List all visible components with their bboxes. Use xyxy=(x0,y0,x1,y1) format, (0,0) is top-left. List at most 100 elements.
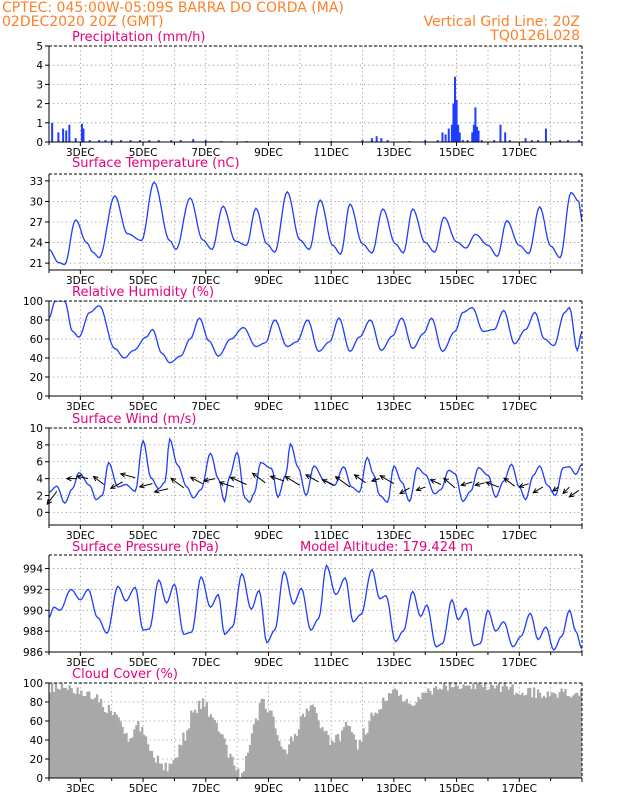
cloud-cover-bar xyxy=(321,726,324,778)
cloud-cover-bar xyxy=(62,687,65,778)
x-tick-label: 5DEC xyxy=(129,657,158,669)
x-tick-label: 13DEC xyxy=(376,147,411,159)
wind-vector-arrowhead xyxy=(189,476,196,482)
precipitation-bar xyxy=(499,124,502,142)
y-tick-label: 100 xyxy=(23,296,43,308)
wind-vector-arrow xyxy=(380,475,395,485)
y-tick-label: 100 xyxy=(23,678,43,690)
cloud-cover-bar xyxy=(274,728,277,778)
wind-vector-arrow xyxy=(230,476,247,485)
wind-vector-arrowhead xyxy=(334,475,341,482)
header-model-id: TQ0126L028 xyxy=(489,28,580,44)
precipitation-bar xyxy=(62,128,65,142)
cloud-cover-bar xyxy=(337,733,340,778)
y-tick-label: 10 xyxy=(30,423,43,435)
cloud-cover-bar xyxy=(339,741,342,778)
y-tick-label: 20 xyxy=(30,372,43,384)
y-tick-label: 33 xyxy=(30,176,43,188)
y-tick-label: 24 xyxy=(30,238,44,250)
precipitation-bar xyxy=(524,138,527,142)
cloud-cover-bar xyxy=(133,729,136,778)
precipitation-bar xyxy=(424,140,427,142)
wind-vector-arrow xyxy=(305,474,319,483)
cloud-cover-bar xyxy=(231,756,234,778)
x-tick-label: 7DEC xyxy=(191,401,220,413)
precipitation-bar xyxy=(120,140,123,142)
cloud-cover-bar xyxy=(154,762,158,778)
cloud-cover-bar xyxy=(90,698,93,778)
wind-vector-arrowhead xyxy=(218,481,225,487)
cloud-cover-bar xyxy=(564,689,567,778)
cloud-cover-bar xyxy=(364,734,367,778)
cloud-cover-bar xyxy=(156,755,160,778)
wind-vector-arrowhead xyxy=(65,475,72,482)
precipitation-bar xyxy=(566,140,569,142)
cloud-cover-bar xyxy=(515,692,518,778)
cloud-cover-bar xyxy=(72,692,75,778)
wind-vector-arrowhead xyxy=(153,488,160,494)
cloud-cover-bar xyxy=(252,724,256,778)
y-tick-label: 986 xyxy=(23,647,43,659)
cloud-cover-bar xyxy=(519,695,522,778)
wind-vector-arrowhead xyxy=(138,483,145,489)
cloud-cover-bar xyxy=(525,694,528,778)
cloud-cover-bar xyxy=(536,689,540,778)
precipitation-bar xyxy=(458,132,461,142)
cloud-cover-bar xyxy=(374,712,377,778)
cloud-cover-bar xyxy=(49,692,52,778)
cloud-cover-bar xyxy=(229,753,232,778)
precipitation-title: Precipitation (mm/h) xyxy=(72,30,205,45)
cloud-cover-bar xyxy=(456,685,459,778)
cloud-cover-panel: Cloud Cover (%) 0 20 40 60 80 100 3DEC 5DEC 7DEC… xyxy=(23,667,583,795)
wind-vector-arrowhead xyxy=(379,475,386,481)
cloud-cover-bar xyxy=(480,684,483,778)
cloud-cover-bar xyxy=(88,691,91,778)
cloud-cover-bar xyxy=(256,720,259,778)
cloud-cover-bar xyxy=(403,701,406,778)
x-tick-label: 9DEC xyxy=(254,530,283,542)
wind-vector-arrow xyxy=(532,486,544,494)
cloud-cover-bar xyxy=(533,687,536,778)
cloud-cover-bar xyxy=(568,696,571,778)
cloud-cover-bar xyxy=(56,688,60,778)
cloud-cover-bar xyxy=(505,686,508,778)
cloud-cover-bar xyxy=(556,697,559,778)
cloud-cover-bar xyxy=(436,689,440,778)
pressure-panel: Surface Pressure (hPa) Model Altitude: 1… xyxy=(23,540,583,669)
cloud-cover-bar xyxy=(431,694,434,778)
y-tick-label: 4 xyxy=(36,474,43,486)
cloud-cover-bar xyxy=(280,746,283,778)
cloud-cover-bar xyxy=(538,692,542,778)
precipitation-bar xyxy=(475,126,478,142)
wind-panel: Surface Wind (m/s) 0 2 4 6 8 10 3DEC 5DEC 7DEC 9D… xyxy=(30,412,583,542)
series-line xyxy=(49,563,582,651)
wind-vector-arrowhead xyxy=(284,475,291,482)
cloud-cover-bar xyxy=(190,710,193,778)
cloud-cover-bar xyxy=(352,734,355,778)
cloud-cover-bar xyxy=(109,710,113,778)
x-tick-label: 3DEC xyxy=(66,147,95,159)
cloud-cover-bar xyxy=(125,732,128,778)
precipitation-bar xyxy=(98,140,101,142)
cloud-cover-bar xyxy=(446,690,450,778)
precipitation-bar xyxy=(80,123,83,142)
y-tick-label: 80 xyxy=(30,697,43,709)
cloud-cover-bar xyxy=(143,734,146,778)
y-tick-label: 21 xyxy=(30,258,43,270)
cloud-cover-bar xyxy=(507,689,510,778)
cloud-cover-bar xyxy=(523,695,526,778)
wind-vector-arrowhead xyxy=(119,472,126,478)
cloud-cover-bar xyxy=(493,688,497,778)
y-tick-label: 40 xyxy=(30,353,43,365)
precipitation-bar xyxy=(179,140,182,142)
cloud-cover-bar xyxy=(201,698,205,778)
cloud-cover-bar xyxy=(415,702,418,778)
x-tick-label: 11DEC xyxy=(313,275,348,287)
cloud-cover-bar xyxy=(360,741,363,778)
cloud-cover-bar xyxy=(562,691,565,778)
x-tick-label: 9DEC xyxy=(254,275,283,287)
x-tick-label: 9DEC xyxy=(254,783,283,795)
cloud-cover-bar xyxy=(329,744,332,778)
x-tick-label: 17DEC xyxy=(502,275,537,287)
cloud-cover-bar xyxy=(164,762,167,778)
